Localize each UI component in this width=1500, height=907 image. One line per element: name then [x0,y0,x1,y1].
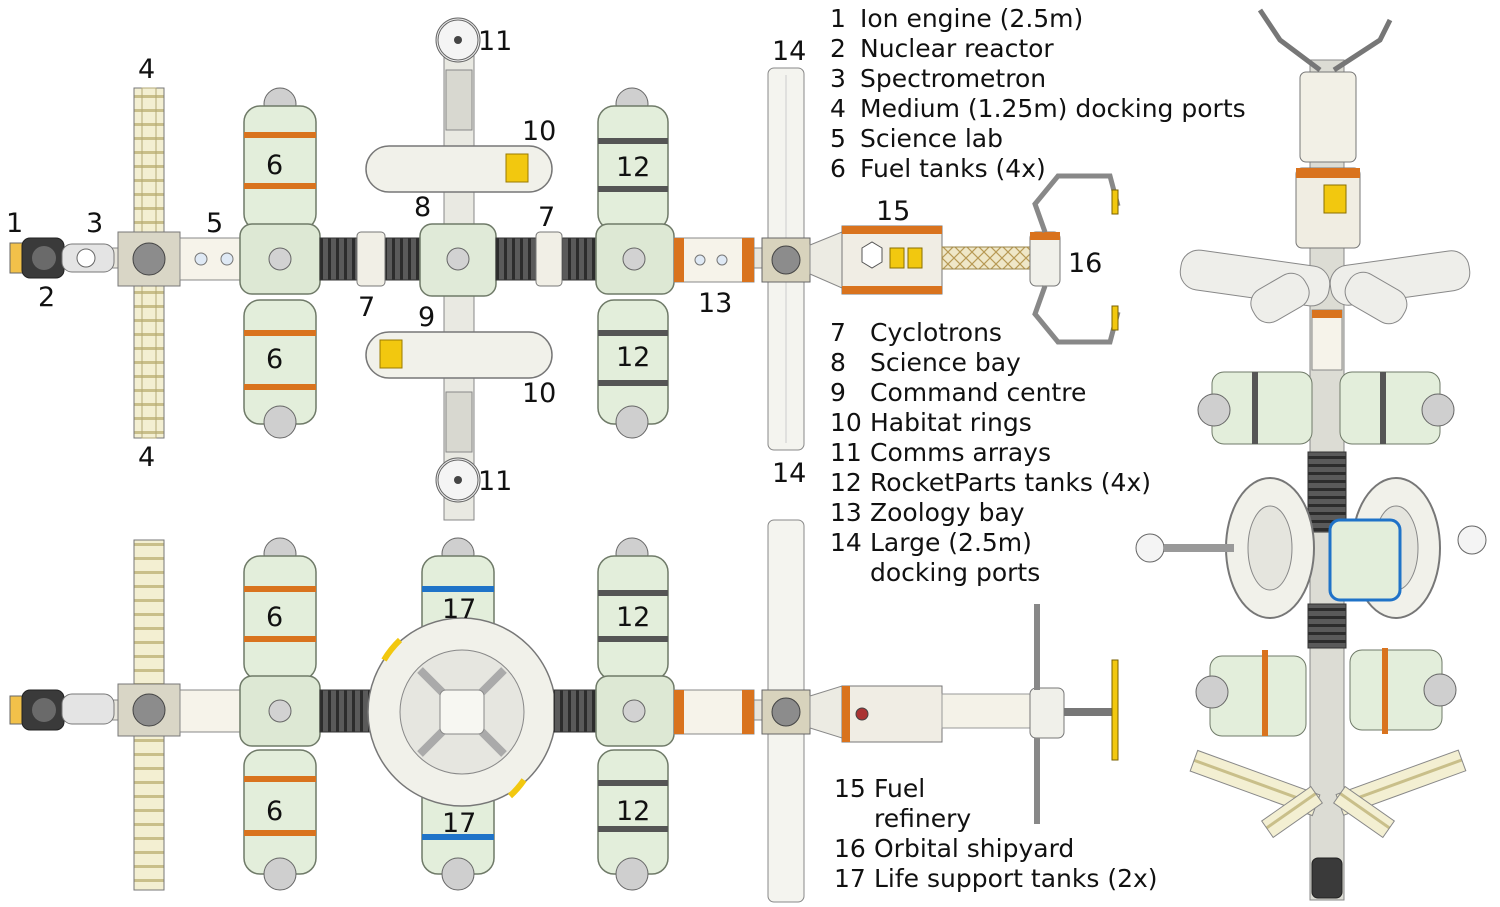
legend-item-8: 8 Science bay [830,348,1021,377]
legend-item-14-cont: docking ports [870,558,1041,587]
callout-10-top: 10 [522,116,556,147]
callout-16: 16 [1068,248,1102,279]
callout-8: 8 [414,192,431,223]
rocketparts-tank-group-top [595,87,675,439]
callout-10-bottom: 10 [522,378,556,409]
medium-docking-port-bottom [117,539,181,891]
callout-12b: 12 [616,342,650,373]
callout-12d: 12 [616,796,650,827]
legend-bottom: 15 Fuel refinery 16 Orbital shipyard 17 Lif… [834,774,1158,894]
legend-item-17: 17 Life support tanks (2x) [834,864,1158,893]
fuel-refinery [809,225,943,295]
callout-12a: 12 [616,152,650,183]
medium-docking-port-top [117,87,181,439]
legend-mid: 7 Cyclotrons 8 Science bay 9 Command centre… [830,318,1151,588]
legend-item-11: 11 Comms arrays [830,438,1052,467]
habitat-ring-face [367,617,557,807]
callout-2: 2 [38,282,55,313]
science-lab [179,237,247,281]
callout-13: 13 [698,288,732,319]
isometric-view [1135,8,1487,901]
fuel-tank-group-bottom [239,537,321,891]
legend-top: 1 Ion engine (2.5m) 2 Nuclear reactor 3 Spe… [830,4,1246,184]
callout-6a: 6 [266,150,283,181]
fuel-refinery-lower [809,685,943,743]
callout-9: 9 [418,302,435,333]
callout-6c: 6 [266,602,283,633]
callout-3: 3 [86,208,103,239]
legend-item-12: 12 RocketParts tanks (4x) [830,468,1152,497]
legend-item-6: 6 Fuel tanks (4x) [830,154,1046,183]
legend-item-14: 14 Large (2.5m) [830,528,1032,557]
legend-item-15-cont: refinery [874,804,972,833]
zoology-bay [673,237,755,283]
large-docking-port-top [761,67,811,451]
legend-item-10: 10 Habitat rings [830,408,1032,437]
callout-4-bottom: 4 [138,442,155,473]
fuel-tank-group-top [239,87,321,439]
orbital-shipyard [1029,173,1121,345]
callout-17-bottom: 17 [442,808,476,839]
top-view [9,17,1121,521]
bottom-view [9,519,1119,903]
ion-engine-lower [9,689,65,731]
callout-6d: 6 [266,796,283,827]
callout-7-left: 7 [358,292,375,323]
callout-11-bottom: 11 [478,466,512,497]
callout-15: 15 [876,196,910,227]
large-docking-port-bottom [761,519,811,903]
callout-6b: 6 [266,344,283,375]
callout-4-top: 4 [138,54,155,85]
ion-engine [9,237,65,279]
callout-numbers: 1 2 3 4 4 5 6 6 6 6 7 7 8 9 10 10 11 11 … [6,26,1102,839]
shipyard-truss [941,246,1031,270]
callout-14-bottom: 14 [772,458,806,489]
orbital-shipyard-lower [1029,604,1119,824]
callout-1: 1 [6,208,23,239]
callout-5: 5 [206,208,223,239]
callout-7-right: 7 [538,202,555,233]
cyclotron-left [356,231,386,287]
zoology-bay-lower [673,689,755,735]
habitat-ring-lower [365,331,553,379]
callout-12c: 12 [616,602,650,633]
legend-item-9: 9 Command centre [830,378,1087,407]
legend-item-5: 5 Science lab [830,124,1003,153]
legend-item-1: 1 Ion engine (2.5m) [830,4,1084,33]
legend-item-13: 13 Zoology bay [830,498,1025,527]
spectrometron [61,243,115,273]
legend-item-4: 4 Medium (1.25m) docking ports [830,94,1246,123]
cyclotron-right [535,231,563,287]
callout-17-top: 17 [442,594,476,625]
comms-array-bottom [437,459,479,501]
legend-item-16: 16 Orbital shipyard [834,834,1075,863]
callout-11-top: 11 [478,26,512,57]
legend-item-3: 3 Spectrometron [830,64,1047,93]
science-lab-lower [179,689,247,733]
callout-14-top: 14 [772,36,806,67]
legend-item-15: 15 Fuel [834,774,926,803]
legend-item-2: 2 Nuclear reactor [830,34,1054,63]
rocketparts-tank-group-bottom [595,537,675,891]
comms-array-top [437,19,479,61]
legend-item-7: 7 Cyclotrons [830,318,1002,347]
